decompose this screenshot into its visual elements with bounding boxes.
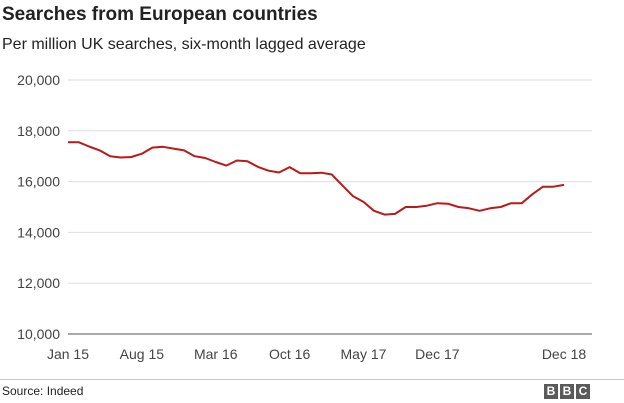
y-tick-label: 14,000 [17,224,60,240]
series [68,141,565,216]
grid-lines [68,79,592,335]
x-tick-label: Dec 17 [415,346,460,362]
source-note: Source: Indeed [2,384,84,398]
y-tick-label: 12,000 [17,275,60,291]
bbc-logo-letter: B [560,384,574,399]
x-tick-labels: Jan 15 Aug 15 Mar 16 Oct 16 May 17 Dec 17 Dec … [47,346,586,362]
chart-title: Searches from European countries [2,4,318,25]
series-line [68,141,565,216]
x-tick-label: Aug 15 [120,346,165,362]
bbc-logo: B B C [544,384,590,399]
y-tick-labels: 20,000 18,000 16,000 14,000 12,000 10,000 [17,72,60,342]
y-tick-label: 18,000 [17,123,60,139]
chart-subtitle: Per million UK searches, six-month lagge… [2,36,366,53]
y-tick-label: 16,000 [17,174,60,190]
footer-divider [0,379,624,380]
bbc-logo-letter: C [576,384,590,399]
y-tick-label: 10,000 [17,326,60,342]
x-tick-label: May 17 [341,346,387,362]
bbc-logo-letter: B [544,384,558,399]
x-tick-label: Mar 16 [194,346,238,362]
x-tick-label: Oct 16 [269,346,310,362]
y-tick-label: 20,000 [17,72,60,88]
x-tick-label: Jan 15 [47,346,89,362]
x-tick-label: Dec 18 [542,346,587,362]
